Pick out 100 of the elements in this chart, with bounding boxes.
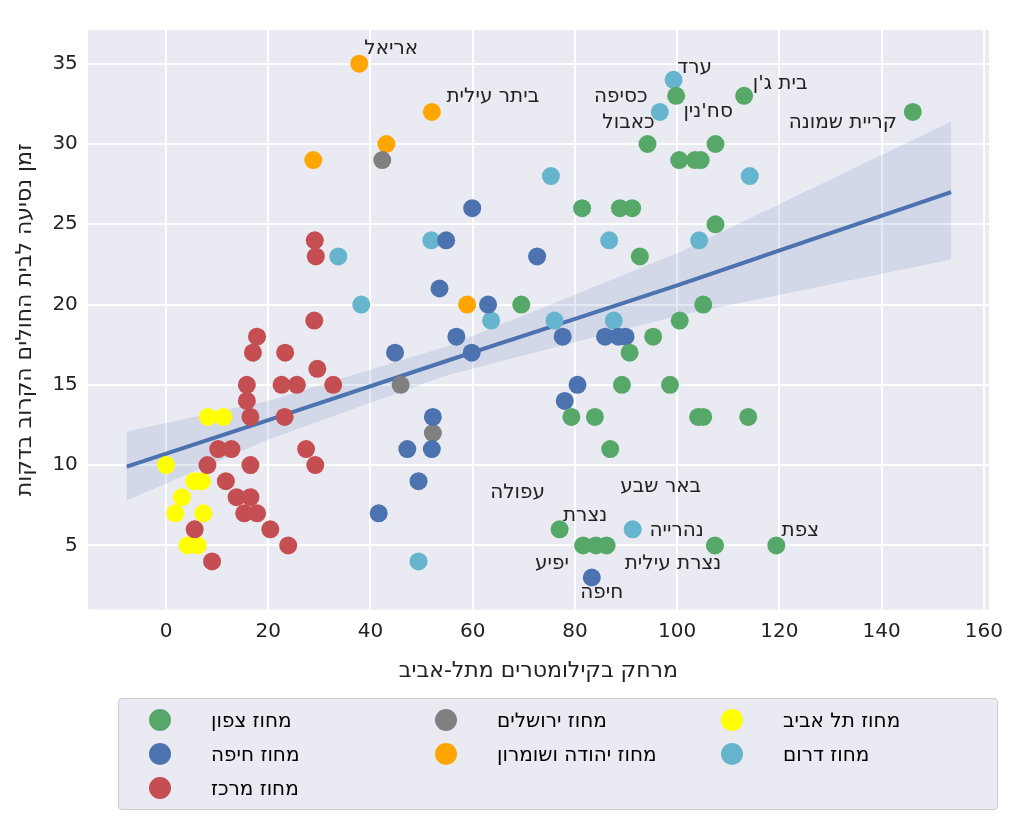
point [667,86,686,105]
point [670,151,689,170]
point [305,231,324,250]
point [391,375,410,394]
point [369,504,388,523]
point [661,375,680,394]
point [422,440,441,459]
point [545,311,564,330]
point [582,568,601,587]
point [630,247,649,266]
y-axis-title: זמן נסיעה לבית החולים הקרוב בדקות [10,143,36,497]
point [166,504,185,523]
point [409,472,428,491]
y-tick-label: 30 [52,130,78,155]
annotation: ערד [677,53,712,78]
point [398,440,417,459]
point [329,247,348,266]
y-tick-label: 5 [65,531,78,556]
legend-label: מחוז יהודה ושומרון [497,742,657,766]
point [573,199,592,218]
point [739,407,758,426]
point [352,295,371,314]
point [409,552,428,571]
point [261,520,280,539]
point [422,102,441,121]
point [568,375,587,394]
point [512,295,531,314]
x-tick-label: 100 [658,617,697,642]
x-tick-label: 120 [760,617,799,642]
annotation: ביתר עילית [446,83,540,108]
annotation: באר שבע [620,472,702,497]
point [458,295,477,314]
x-tick-label: 20 [255,617,281,642]
x-tick-label: 80 [562,617,588,642]
point [306,247,325,266]
point [550,520,569,539]
point [585,407,604,426]
annotation: כאבול [602,109,655,134]
point [528,247,547,266]
point [541,167,560,186]
point [735,86,754,105]
legend-label: מחוז חיפה [211,742,300,766]
point [198,407,217,426]
annotation: נהרייה [649,516,704,541]
point [706,134,725,153]
point [623,199,642,218]
point [185,520,204,539]
x-tick-label: 60 [459,617,486,642]
point [373,151,392,170]
y-tick-label: 15 [52,371,78,396]
point [279,536,298,555]
x-tick-label: 140 [862,617,901,642]
point [623,520,642,539]
annotation: בית ג'ן [752,70,808,95]
x-tick-label: 160 [964,617,1003,642]
point [437,231,456,250]
point [377,134,396,153]
point [644,327,663,346]
point [423,407,442,426]
point [706,215,725,234]
point [430,279,449,298]
x-tick-label: 0 [159,617,173,642]
legend-label: מחוז צפון [211,708,292,732]
point [447,327,466,346]
point [203,552,222,571]
point [553,327,572,346]
point [248,327,267,346]
annotation: אריאל [364,34,419,59]
annotation: קריית שמונה [788,109,897,134]
point [241,456,260,475]
point [237,375,256,394]
point [198,456,217,475]
annotation: יפיע [534,549,569,574]
point [308,359,327,378]
point [237,391,256,410]
legend-label: מחוז תל אביב [783,708,901,732]
point [705,536,724,555]
point [601,440,620,459]
point [287,375,306,394]
point [386,343,405,362]
point [243,343,262,362]
y-tick-label: 20 [52,290,78,315]
point [690,231,709,250]
point [463,199,482,218]
annotation: עפולה [490,478,546,503]
point [172,488,191,507]
legend-label: מחוז דרום [783,742,870,766]
point [297,440,316,459]
annotation: נצרת עילית [624,549,722,574]
point [903,102,922,121]
legend-label: מחוז ירושלים [497,708,607,732]
point [604,311,623,330]
point [241,488,260,507]
point [423,423,442,442]
y-tick-label: 25 [52,210,78,235]
annotation: סח'נין [683,98,733,123]
point [275,407,294,426]
point [194,504,213,523]
point [612,375,631,394]
point [767,536,786,555]
